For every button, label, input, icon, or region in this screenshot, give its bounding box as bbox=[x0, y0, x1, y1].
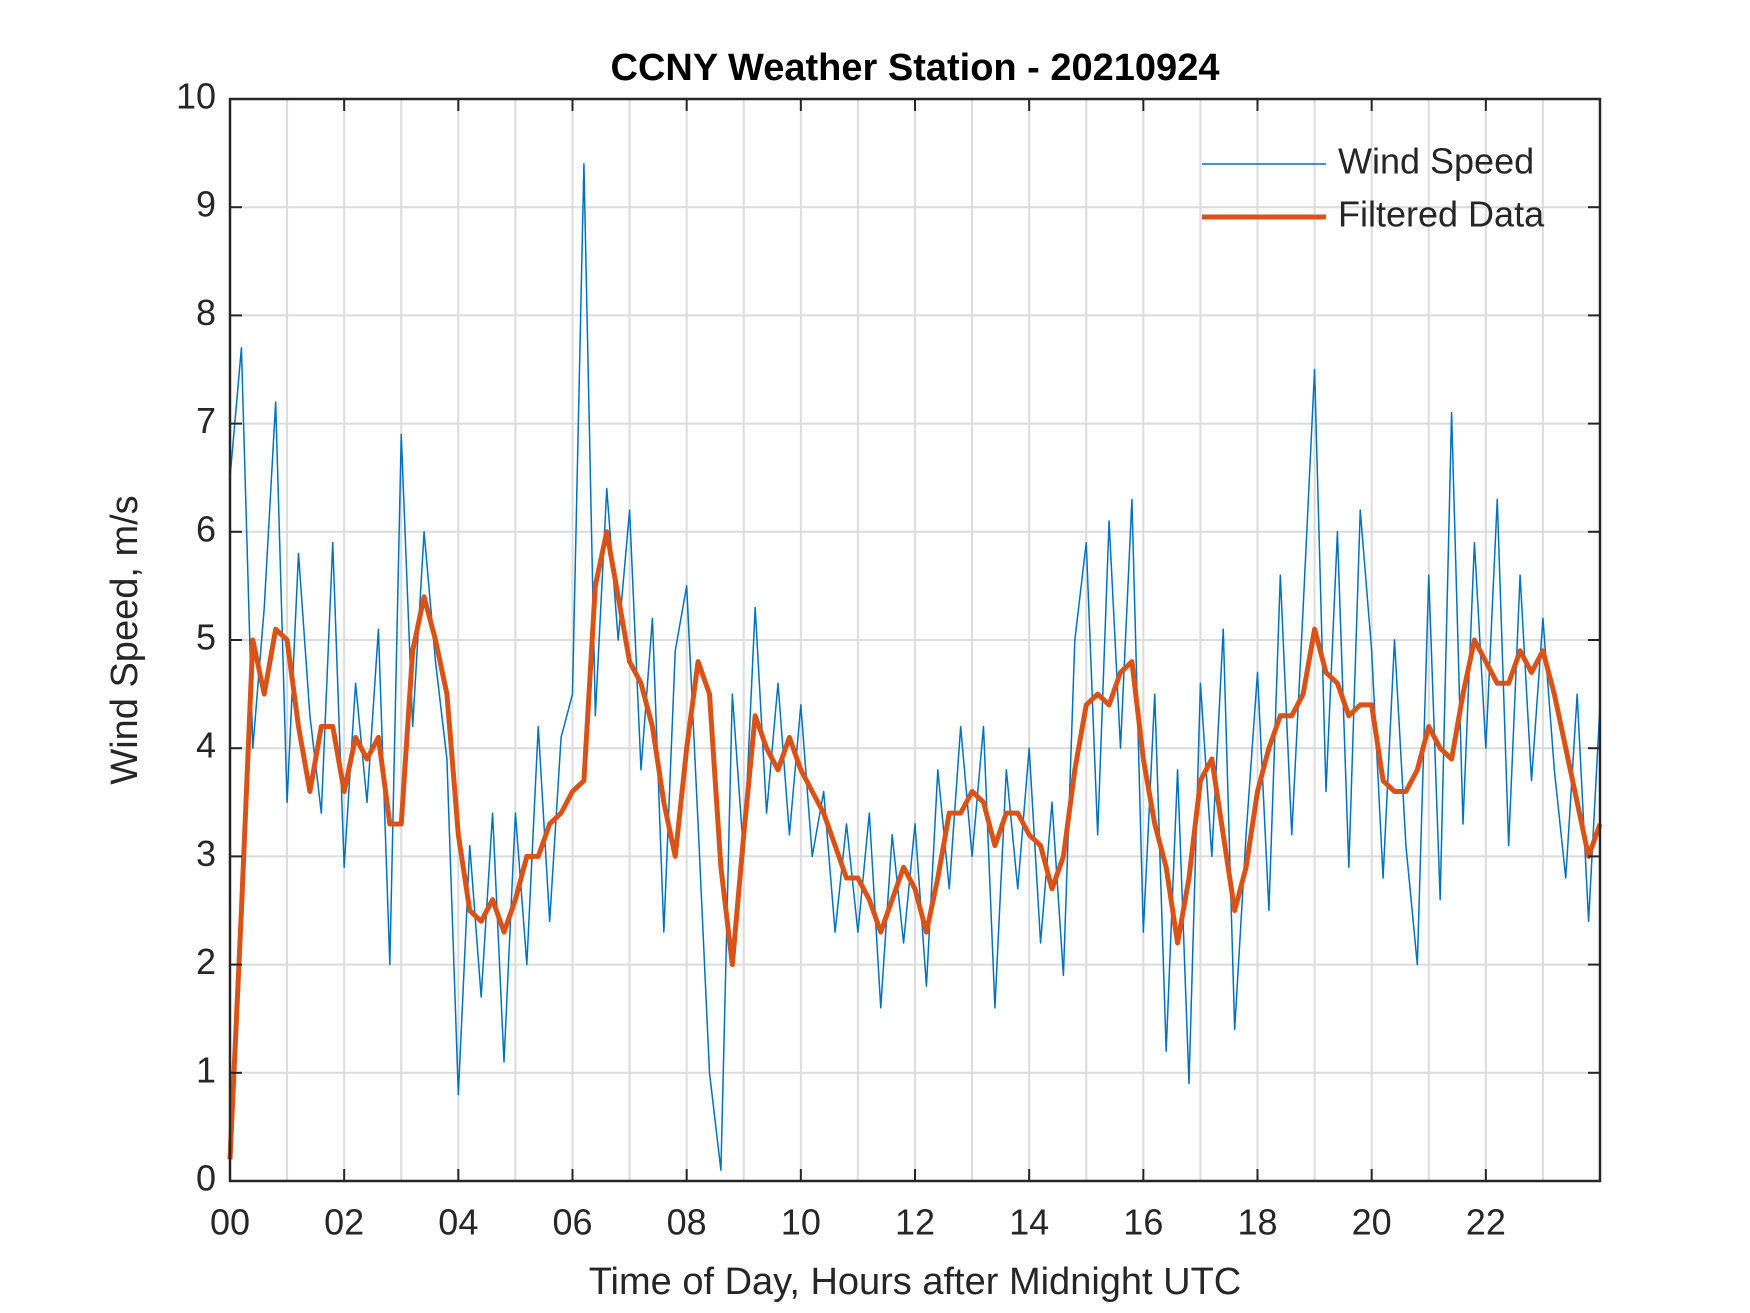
y-tick-label: 10 bbox=[176, 76, 216, 117]
data-line bbox=[229, 163, 1601, 1171]
chart-title: CCNY Weather Station - 20210924 bbox=[611, 47, 1220, 89]
x-tick-label: 12 bbox=[895, 1202, 935, 1243]
x-tick-label: 06 bbox=[552, 1202, 592, 1243]
y-tick-label: 4 bbox=[196, 725, 216, 766]
plot-area bbox=[227, 163, 1603, 1171]
x-tick-label: 10 bbox=[781, 1202, 821, 1243]
axes-box bbox=[228, 97, 1602, 1183]
y-tick-label: 0 bbox=[196, 1158, 216, 1199]
y-tick-label: 9 bbox=[196, 184, 216, 225]
x-tick-label: 18 bbox=[1237, 1202, 1277, 1243]
y-tick-label: 6 bbox=[196, 508, 216, 549]
x-tick-label: 02 bbox=[324, 1202, 364, 1243]
legend-label: Filtered Data bbox=[1338, 194, 1545, 235]
x-tick-label: 00 bbox=[210, 1202, 250, 1243]
legend-label: Wind Speed bbox=[1338, 141, 1534, 182]
x-tick-label: 08 bbox=[667, 1202, 707, 1243]
y-tick-label: 1 bbox=[196, 1049, 216, 1090]
x-axis-label: Time of Day, Hours after Midnight UTC bbox=[589, 1261, 1242, 1303]
x-tick-label: 04 bbox=[438, 1202, 478, 1243]
x-tick-label: 22 bbox=[1466, 1202, 1506, 1243]
y-tick-label: 2 bbox=[196, 941, 216, 982]
x-tick-label: 20 bbox=[1352, 1202, 1392, 1243]
y-tick-label: 8 bbox=[196, 292, 216, 333]
y-tick-label: 3 bbox=[196, 833, 216, 874]
x-tick-label: 14 bbox=[1009, 1202, 1049, 1243]
data-line bbox=[227, 529, 1603, 1160]
y-tick-label: 5 bbox=[196, 617, 216, 658]
y-axis-label: Wind Speed, m/s bbox=[104, 495, 146, 784]
y-tick-label: 7 bbox=[196, 400, 216, 441]
x-tick-label: 16 bbox=[1123, 1202, 1163, 1243]
